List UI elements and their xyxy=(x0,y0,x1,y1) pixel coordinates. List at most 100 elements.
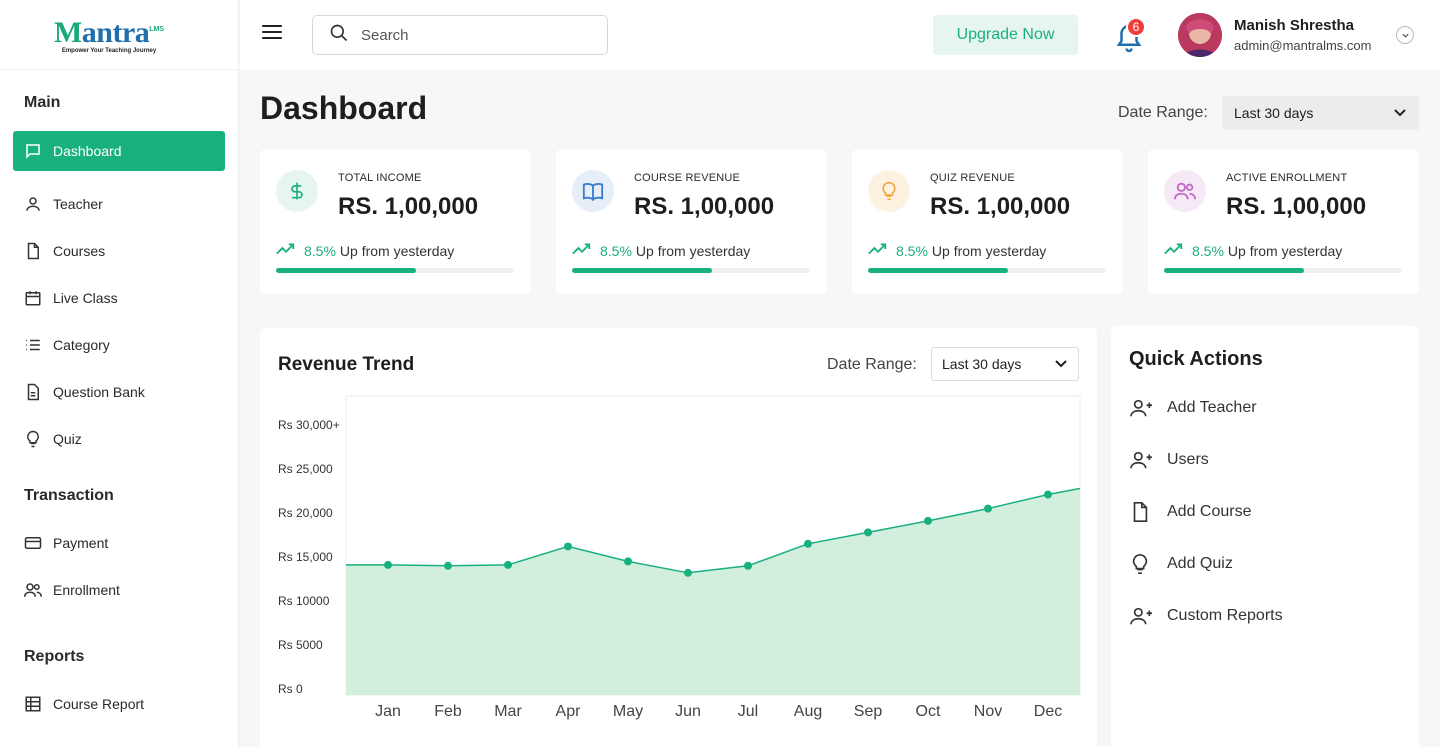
quick-action-add-teacher[interactable]: Add Teacher xyxy=(1129,393,1257,423)
upgrade-button[interactable]: Upgrade Now xyxy=(933,15,1078,55)
trend-percent: 8.5% xyxy=(600,242,632,259)
data-point-feb[interactable] xyxy=(444,561,452,570)
data-point-dec[interactable] xyxy=(1044,490,1052,499)
quick-action-add-quiz[interactable]: Add Quiz xyxy=(1129,549,1233,579)
progress-bar xyxy=(868,268,1106,273)
stat-trend: 8.5% Up from yesterday xyxy=(1164,242,1342,259)
sidebar-item-teacher[interactable]: Teacher xyxy=(13,184,225,224)
x-tick-label: Jan xyxy=(375,703,401,720)
quick-action-add-course[interactable]: Add Course xyxy=(1129,497,1252,527)
y-tick-label: Rs 5000 xyxy=(278,638,323,652)
progress-bar xyxy=(572,268,810,273)
table-icon xyxy=(23,694,43,714)
progress-bar xyxy=(1164,268,1402,273)
x-tick-label: Dec xyxy=(1034,703,1062,720)
revenue-date-range-select[interactable]: Last 30 days xyxy=(931,347,1079,381)
stat-label: ACTIVE ENROLLMENT xyxy=(1226,172,1348,184)
trend-percent: 8.5% xyxy=(304,242,336,259)
x-tick-label: Jul xyxy=(738,703,758,720)
trend-text: Up from yesterday xyxy=(339,242,455,259)
sidebar-item-label: Live Class xyxy=(53,290,118,306)
chevron-down-icon[interactable] xyxy=(1396,26,1414,44)
search-box[interactable] xyxy=(312,15,608,55)
search-input[interactable] xyxy=(361,26,591,44)
sidebar-item-category[interactable]: Category xyxy=(13,325,225,365)
sidebar-item-label: Courses xyxy=(53,243,106,259)
stat-value: RS. 1,00,000 xyxy=(930,193,1071,220)
user-plus-icon xyxy=(1129,397,1155,419)
data-point-oct[interactable] xyxy=(924,516,932,525)
user-plus-icon xyxy=(1129,449,1155,471)
y-tick-label: Rs 15,000 xyxy=(278,550,333,564)
stat-trend: 8.5% Up from yesterday xyxy=(572,242,750,259)
trend-text: Up from yesterday xyxy=(931,242,1047,259)
chevron-down-icon xyxy=(1054,356,1068,373)
sidebar-item-enrollment[interactable]: Enrollment xyxy=(13,570,225,610)
nav-section-main: Main xyxy=(24,94,61,111)
data-point-jun[interactable] xyxy=(684,568,692,577)
revenue-trend-card: Rs 0 Rs 5000 Rs 10000 Rs 15,000 Rs 20,000 Rs … xyxy=(260,328,1097,747)
book-icon xyxy=(572,170,614,212)
data-point-jul[interactable] xyxy=(744,561,752,570)
date-range-label: Date Range: xyxy=(1118,104,1208,121)
sidebar-item-live-class[interactable]: Live Class xyxy=(13,278,225,318)
data-point-apr[interactable] xyxy=(564,542,572,551)
logo-tagline: Empower Your Teaching Journey xyxy=(61,47,157,54)
bulb-icon xyxy=(1129,553,1155,575)
stat-value: RS. 1,00,000 xyxy=(1226,193,1367,220)
quick-action-users[interactable]: Users xyxy=(1129,445,1209,475)
x-tick-label: Oct xyxy=(916,703,941,720)
logo-wordmark: MantraLMS xyxy=(53,15,165,49)
nav-section-transaction: Transaction xyxy=(24,487,114,504)
sidebar-item-question-bank[interactable]: Question Bank xyxy=(13,372,225,412)
date-range-value: Last 30 days xyxy=(1234,105,1314,121)
data-point-jan[interactable] xyxy=(384,560,392,569)
revenue-area xyxy=(346,488,1080,695)
data-point-nov[interactable] xyxy=(984,504,992,513)
user-email: admin@mantralms.com xyxy=(1234,38,1372,53)
x-tick-label: Jun xyxy=(675,703,701,720)
sidebar-item-courses[interactable]: Courses xyxy=(13,231,225,271)
stat-label: TOTAL INCOME xyxy=(338,172,422,184)
document-icon xyxy=(23,382,43,402)
sidebar-item-payment[interactable]: Payment xyxy=(13,523,225,563)
progress-fill xyxy=(868,268,1009,273)
sidebar-item-dashboard[interactable]: Dashboard xyxy=(13,131,225,171)
sidebar-item-quiz[interactable]: Quiz xyxy=(13,419,225,459)
file-icon xyxy=(23,241,43,261)
date-range-select[interactable]: Last 30 days xyxy=(1222,96,1419,130)
logo[interactable]: MantraLMS Empower Your Teaching Journey xyxy=(0,0,238,70)
list-icon xyxy=(23,335,43,355)
dollar-icon xyxy=(276,170,318,212)
data-point-aug[interactable] xyxy=(804,539,812,548)
user-icon xyxy=(23,194,43,214)
stat-card-active-enrollment: ACTIVE ENROLLMENT RS. 1,00,000 8.5% Up f… xyxy=(1148,150,1418,294)
x-tick-label: Mar xyxy=(494,703,522,720)
users-icon xyxy=(23,580,43,600)
quick-action-custom-reports[interactable]: Custom Reports xyxy=(1129,601,1283,631)
sidebar-item-label: Category xyxy=(53,337,110,353)
y-tick-label: Rs 30,000+ xyxy=(278,418,340,432)
search-icon xyxy=(329,23,349,48)
notification-badge: 6 xyxy=(1126,17,1146,37)
quick-action-label: Users xyxy=(1167,451,1209,468)
sidebar-item-label: Teacher xyxy=(53,196,103,212)
y-tick-label: Rs 20,000 xyxy=(278,506,333,520)
nav-section-reports: Reports xyxy=(24,648,85,665)
stat-value: RS. 1,00,000 xyxy=(634,193,775,220)
y-tick-label: Rs 25,000 xyxy=(278,462,333,476)
x-tick-label: Nov xyxy=(974,703,1002,720)
revenue-date-range-label: Date Range: xyxy=(827,356,917,373)
calendar-icon xyxy=(23,288,43,308)
avatar[interactable] xyxy=(1178,13,1222,57)
menu-icon[interactable] xyxy=(262,25,282,45)
data-point-may[interactable] xyxy=(624,557,632,566)
sidebar-item-course-report[interactable]: Course Report xyxy=(13,684,225,724)
users-icon xyxy=(1164,170,1206,212)
x-tick-label: Sep xyxy=(854,703,883,720)
quick-actions-card: Quick Actions Add Teacher Users Add Cour… xyxy=(1111,326,1419,747)
data-point-mar[interactable] xyxy=(504,560,512,569)
trend-percent: 8.5% xyxy=(1192,242,1224,259)
quick-action-label: Custom Reports xyxy=(1167,607,1283,624)
data-point-sep[interactable] xyxy=(864,528,872,537)
